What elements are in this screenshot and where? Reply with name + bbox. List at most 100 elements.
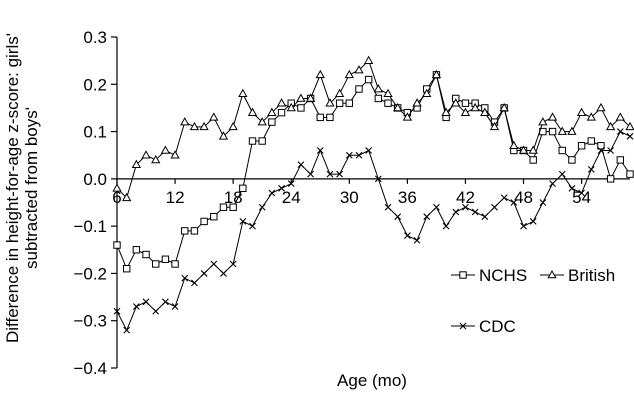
data-point-british xyxy=(586,112,596,121)
data-point-cdc xyxy=(433,203,440,211)
data-point-nchs xyxy=(568,156,576,164)
data-point-cdc xyxy=(462,203,469,211)
data-point-nchs xyxy=(181,227,189,235)
data-point-british xyxy=(393,102,403,112)
y-tick-label: 0.2 xyxy=(83,75,107,94)
data-point-nchs xyxy=(132,246,141,254)
data-point-nchs xyxy=(597,142,605,150)
data-point-british xyxy=(460,107,471,116)
data-point-british xyxy=(276,98,287,107)
data-point-nchs xyxy=(316,113,324,122)
data-point-british xyxy=(576,107,587,116)
data-point-cdc xyxy=(123,326,131,334)
data-point-cdc xyxy=(307,170,314,178)
data-point-cdc xyxy=(132,303,140,310)
data-point-british xyxy=(596,102,606,112)
data-point-british xyxy=(509,140,519,150)
x-tick-label: 54 xyxy=(572,188,591,207)
data-point-british xyxy=(170,150,180,159)
data-point-cdc xyxy=(297,161,305,169)
data-point-british xyxy=(441,107,451,116)
data-point-british xyxy=(334,88,345,98)
data-point-cdc xyxy=(113,307,121,315)
data-point-nchs xyxy=(558,146,566,155)
data-point-british xyxy=(325,98,335,107)
data-point-nchs xyxy=(326,113,334,122)
data-point-british xyxy=(412,98,422,107)
data-point-british xyxy=(122,192,132,202)
data-point-nchs xyxy=(113,241,121,249)
series-line-nchs xyxy=(116,73,631,270)
data-point-cdc xyxy=(384,203,392,211)
y-tick-label: 0.3 xyxy=(83,28,107,47)
data-point-cdc xyxy=(326,170,334,178)
data-point-cdc xyxy=(558,170,566,178)
data-point-british xyxy=(218,131,229,140)
x-tick-label: 48 xyxy=(514,188,533,207)
data-point-nchs xyxy=(171,260,179,268)
data-point-nchs xyxy=(248,137,257,145)
data-point-british xyxy=(247,107,258,116)
x-tick-label: 18 xyxy=(224,188,243,207)
data-point-cdc xyxy=(607,147,615,154)
data-point-nchs xyxy=(384,99,392,107)
data-point-nchs xyxy=(626,170,634,178)
data-point-nchs xyxy=(268,118,276,126)
data-point-cdc xyxy=(229,260,237,268)
data-point-cdc xyxy=(587,166,595,173)
data-point-cdc xyxy=(452,208,460,216)
data-point-nchs xyxy=(587,137,595,145)
x-tick-label: 36 xyxy=(398,188,417,207)
data-point-british xyxy=(189,121,200,131)
data-point-british xyxy=(605,121,616,131)
legend-item-cdc: CDC xyxy=(451,317,516,336)
data-point-nchs xyxy=(577,142,586,150)
data-point-nchs xyxy=(606,175,615,183)
data-point-british xyxy=(451,98,461,107)
data-point-british xyxy=(199,121,209,131)
data-point-british xyxy=(296,93,306,102)
data-point-british xyxy=(267,107,277,116)
data-point-cdc xyxy=(539,199,547,206)
data-point-cdc xyxy=(616,128,624,135)
data-point-british xyxy=(557,126,567,135)
data-point-nchs xyxy=(239,184,247,193)
data-point-nchs xyxy=(297,104,305,112)
data-point-nchs xyxy=(229,203,237,211)
data-point-british xyxy=(499,102,509,112)
data-point-british xyxy=(364,55,374,64)
data-point-british xyxy=(141,150,151,159)
data-point-cdc xyxy=(423,213,431,221)
y-axis: −0.4 −0.3 −0.2 −0.1 0.0 0.1 0.2 0.3 xyxy=(73,28,118,378)
data-point-british xyxy=(112,183,122,192)
data-point-cdc xyxy=(529,218,537,225)
x-tick-label: 42 xyxy=(456,188,475,207)
data-point-nchs xyxy=(364,75,373,84)
data-point-british xyxy=(257,117,267,126)
data-point-nchs xyxy=(461,99,470,107)
data-point-cdc xyxy=(268,189,276,197)
data-point-british xyxy=(180,117,190,126)
data-point-cdc xyxy=(481,213,489,221)
data-point-cdc xyxy=(152,307,160,315)
data-point-nchs xyxy=(210,212,218,221)
data-point-cdc xyxy=(210,260,218,268)
data-point-british xyxy=(518,145,529,154)
data-point-cdc xyxy=(239,218,247,225)
y-tick-label: 0.0 xyxy=(83,170,107,189)
legend-marker-nchs xyxy=(459,271,467,279)
data-point-british xyxy=(625,121,634,131)
data-point-british xyxy=(228,121,238,131)
x-tick-label: 6 xyxy=(112,188,121,207)
data-point-british xyxy=(286,102,296,112)
data-point-nchs xyxy=(277,108,286,117)
data-point-british xyxy=(547,112,558,121)
data-point-cdc xyxy=(442,222,450,230)
legend-item-british: British xyxy=(540,266,615,285)
data-point-british xyxy=(354,65,364,74)
data-point-british xyxy=(131,159,142,168)
data-point-nchs xyxy=(190,227,199,235)
data-point-cdc xyxy=(549,180,556,187)
data-point-cdc xyxy=(394,213,402,221)
